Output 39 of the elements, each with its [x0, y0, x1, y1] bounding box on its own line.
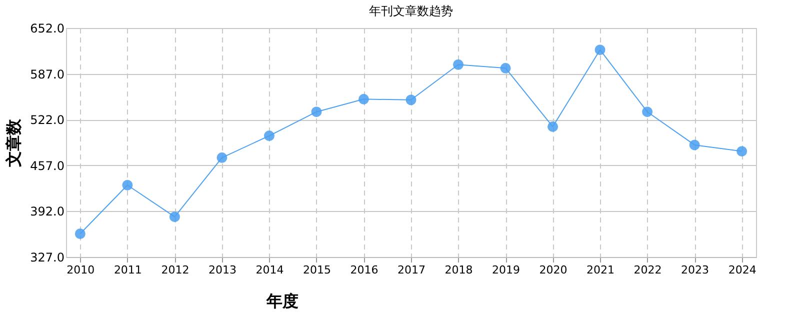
- point: [642, 106, 653, 118]
- x-axis-title: 年度: [266, 292, 298, 310]
- x-tick-label: 2011: [114, 264, 142, 276]
- point: [358, 94, 369, 104]
- x-tick-label: 2020: [539, 264, 568, 276]
- x-tick-label: 2023: [681, 264, 710, 276]
- point: [500, 62, 511, 74]
- point: [406, 94, 416, 106]
- point: [74, 228, 86, 239]
- point: [264, 130, 274, 142]
- x-tick-label: 2013: [208, 264, 236, 276]
- x-tick-label: 2018: [444, 264, 473, 276]
- x-tick-label: 2019: [492, 264, 520, 276]
- x-tick-label: 2016: [350, 264, 378, 276]
- point: [736, 146, 748, 157]
- x-tick-label: 2015: [302, 264, 331, 276]
- point: [122, 180, 133, 190]
- y-axis-title: 文章数: [4, 118, 24, 168]
- x-tick-label: 2014: [256, 264, 284, 276]
- point: [216, 152, 228, 163]
- x-tick-label: 2012: [161, 264, 190, 276]
- y-tick-label: 392.0: [30, 204, 64, 219]
- point: [548, 121, 558, 132]
- x-tick-label: 2024: [728, 264, 756, 276]
- point: [169, 212, 180, 222]
- y-tick-label: 522.0: [30, 113, 64, 128]
- x-tick-label: 2017: [398, 264, 426, 276]
- y-tick-label: 327.0: [30, 250, 64, 264]
- point: [594, 44, 606, 56]
- point: [311, 106, 322, 118]
- point: [453, 59, 464, 70]
- x-tick-label: 2021: [586, 264, 615, 276]
- y-tick-label: 587.0: [30, 67, 64, 82]
- point: [689, 140, 700, 150]
- y-tick-label: 457.0: [30, 158, 64, 173]
- x-tick-label: 2010: [66, 264, 95, 276]
- y-tick-label: 652.0: [30, 22, 64, 36]
- chart-title: 年刊文章数趋势: [369, 4, 453, 18]
- x-tick-label: 2022: [634, 264, 662, 276]
